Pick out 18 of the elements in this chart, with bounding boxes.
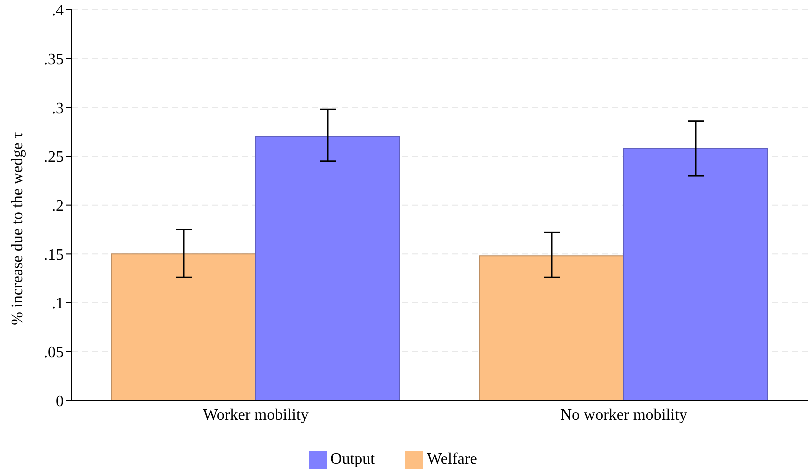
x-tick-label: No worker mobility: [560, 407, 688, 424]
y-tick-label: .3: [52, 100, 64, 118]
y-tick-label: .2: [52, 198, 64, 216]
y-tick-label: .1: [52, 296, 64, 313]
y-tick-label: 0: [56, 393, 64, 410]
legend-label: Output: [330, 450, 376, 468]
y-tick-label: .25: [44, 149, 64, 166]
x-tick-label: Worker mobility: [203, 407, 309, 424]
y-tick-label: .4: [52, 2, 64, 20]
bar: [624, 148, 768, 401]
y-tick-label: .15: [44, 246, 64, 264]
bar: [112, 254, 256, 401]
legend-label: Welfare: [427, 450, 478, 468]
bar: [256, 136, 400, 401]
y-tick-label: .35: [44, 52, 64, 69]
y-axis-title: % increase due to the wedge τ: [10, 132, 27, 326]
y-tick-label: .05: [44, 344, 64, 362]
bar: [480, 256, 624, 401]
